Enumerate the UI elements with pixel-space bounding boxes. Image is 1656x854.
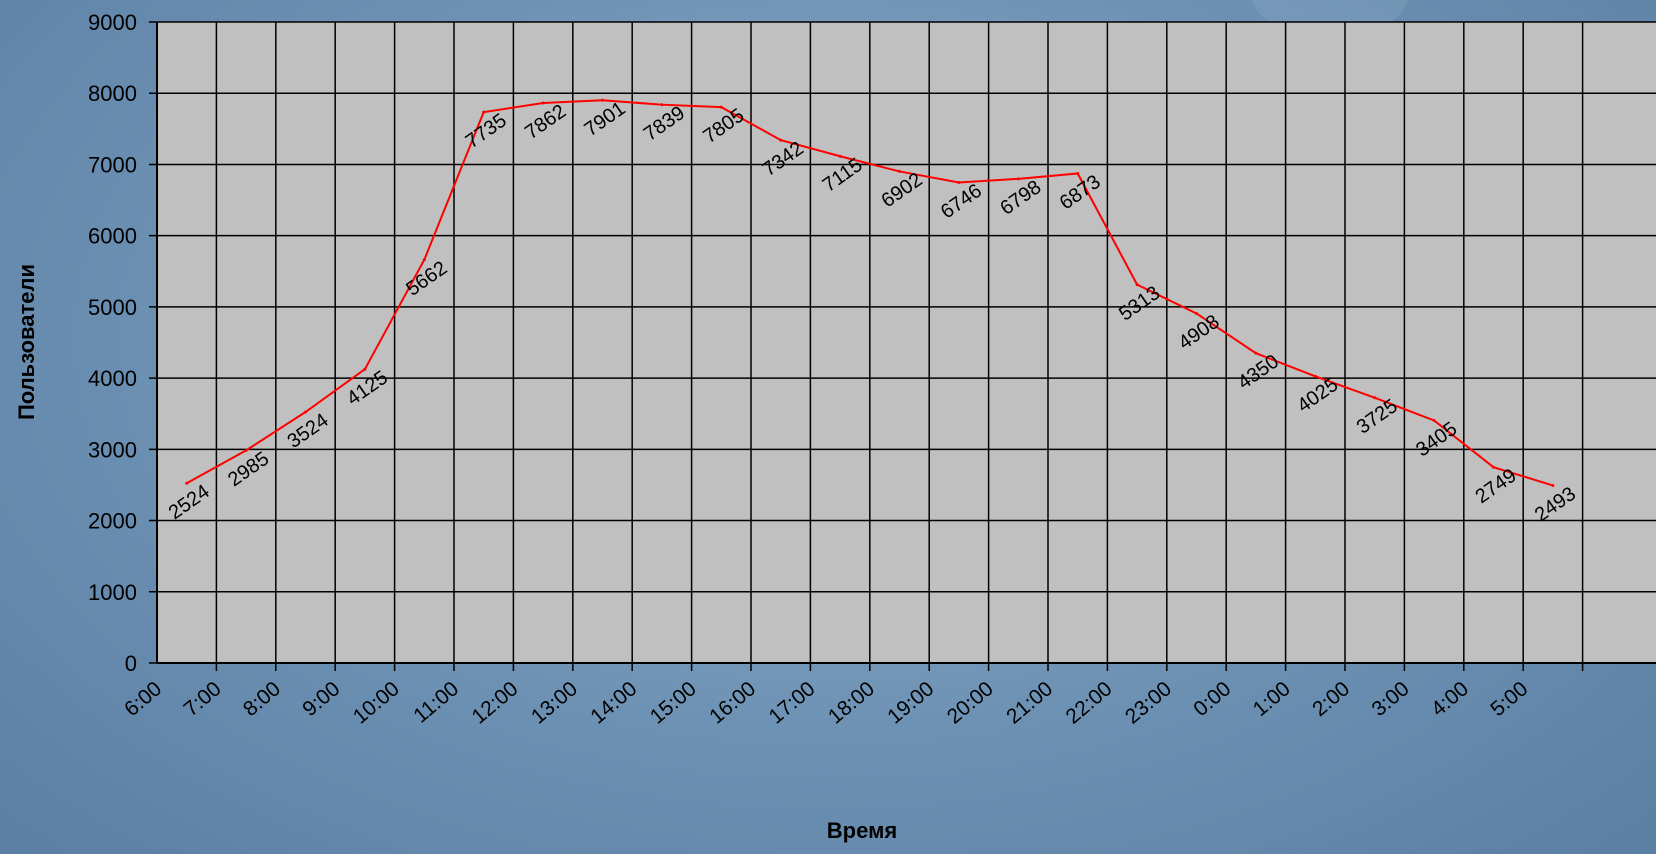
y-tick-label: 4000 <box>88 366 137 391</box>
x-tick-label: 14:00 <box>586 677 641 728</box>
data-point <box>1254 351 1258 355</box>
data-point <box>838 154 842 158</box>
data-point <box>1195 311 1198 315</box>
x-tick-label: 4:00 <box>1427 677 1473 721</box>
y-tick-label: 0 <box>125 651 137 676</box>
x-tick-label: 16:00 <box>705 677 760 728</box>
data-point <box>1551 483 1555 487</box>
x-tick-label: 17:00 <box>765 677 820 728</box>
x-tick-label: 22:00 <box>1062 677 1117 728</box>
data-point <box>185 481 189 485</box>
y-tick-label: 3000 <box>88 437 137 462</box>
y-tick-labels: 0 1000 2000 3000 4000 5000 6000 7000 8000 9000 <box>88 10 137 676</box>
x-tick-label: 7:00 <box>180 677 226 721</box>
data-point <box>422 258 426 262</box>
data-point <box>660 103 664 107</box>
data-point <box>541 101 545 105</box>
data-point <box>1016 177 1020 181</box>
x-tick-label: 2:00 <box>1308 677 1354 721</box>
x-axis-title: Время <box>827 818 897 843</box>
x-tick-label: 21:00 <box>1002 677 1057 728</box>
x-tick-label: 6:00 <box>120 677 166 721</box>
y-tick-label: 2000 <box>88 509 137 534</box>
data-point <box>719 105 723 109</box>
data-point <box>898 169 901 173</box>
data-point <box>1076 171 1080 175</box>
x-tick-labels: 6:00 7:00 8:00 9:00 10:00 11:00 12:00 13:00 14:0… <box>120 677 1532 728</box>
data-point <box>601 98 604 102</box>
x-tick-label: 8:00 <box>239 677 285 721</box>
data-point <box>1373 396 1377 400</box>
grid-lines <box>149 21 1656 671</box>
y-tick-label: 6000 <box>88 224 137 249</box>
x-tick-label: 11:00 <box>409 677 463 727</box>
data-point <box>957 181 961 185</box>
axes <box>156 22 1656 664</box>
y-tick-label: 7000 <box>88 152 137 177</box>
data-point <box>1135 283 1139 287</box>
x-tick-label: 13:00 <box>527 677 582 728</box>
x-tick-label: 19:00 <box>883 677 938 728</box>
series-layer <box>185 98 1555 487</box>
data-point <box>304 410 307 414</box>
x-tick-label: 3:00 <box>1368 677 1414 721</box>
x-tick-label: 23:00 <box>1121 677 1176 728</box>
x-tick-label: 12:00 <box>468 677 523 728</box>
data-point <box>1432 418 1436 422</box>
y-tick-label: 9000 <box>88 10 137 35</box>
data-point <box>779 138 783 142</box>
y-axis-title: Пользователи <box>14 264 39 420</box>
y-tick-label: 5000 <box>88 295 137 320</box>
x-tick-label: 15:00 <box>646 677 701 728</box>
y-tick-label: 1000 <box>88 580 137 605</box>
data-point <box>244 448 248 452</box>
x-tick-label: 18:00 <box>824 677 879 728</box>
data-point <box>363 367 367 371</box>
x-tick-label: 10:00 <box>349 677 404 728</box>
x-tick-label: 0:00 <box>1189 677 1235 721</box>
data-point <box>482 110 486 114</box>
data-point <box>1313 374 1317 378</box>
series-line <box>186 99 1554 487</box>
plot-area <box>157 22 1656 663</box>
x-tick-label: 1:00 <box>1249 677 1295 721</box>
data-point <box>1492 465 1495 469</box>
x-tick-label: 9:00 <box>298 677 344 721</box>
x-tick-label: 20:00 <box>943 677 998 728</box>
y-tick-label: 8000 <box>88 81 137 106</box>
x-tick-label: 5:00 <box>1486 677 1532 721</box>
